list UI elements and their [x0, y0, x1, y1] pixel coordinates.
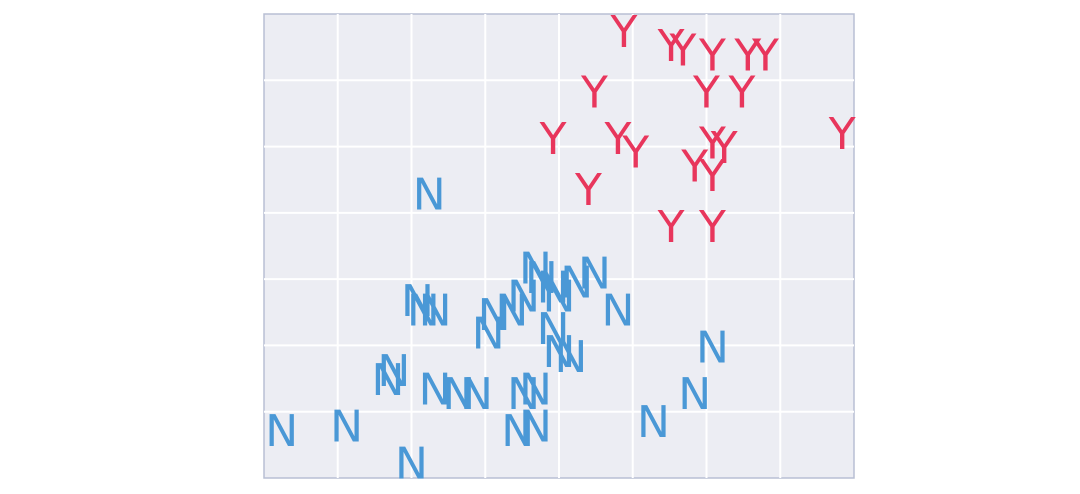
- point-n-marker: N: [637, 397, 670, 448]
- point-n-marker: N: [578, 248, 611, 299]
- point-n-marker: N: [519, 364, 552, 415]
- point-n-marker: N: [395, 439, 428, 490]
- point-n-marker: N: [602, 285, 635, 336]
- point-n-marker: N: [543, 327, 576, 378]
- point-y-marker: Y: [668, 26, 696, 77]
- point-y-marker: Y: [698, 151, 726, 202]
- point-y-marker: Y: [692, 67, 720, 118]
- point-n-marker: N: [507, 369, 540, 420]
- point-n-marker: N: [678, 369, 711, 420]
- point-y-marker: Y: [539, 114, 567, 165]
- point-n-marker: N: [525, 253, 558, 304]
- point-y-marker: Y: [621, 128, 649, 179]
- point-n-marker: N: [495, 285, 528, 336]
- point-y-marker: Y: [727, 67, 755, 118]
- point-y-marker: Y: [698, 118, 726, 169]
- point-y-marker: Y: [580, 67, 608, 118]
- point-y-marker: Y: [710, 123, 738, 174]
- point-n-marker: N: [419, 364, 452, 415]
- point-n-marker: N: [543, 272, 576, 323]
- point-n-marker: N: [696, 323, 729, 374]
- point-n-marker: N: [442, 369, 475, 420]
- point-y-marker: Y: [574, 165, 602, 216]
- point-y-marker: Y: [698, 202, 726, 253]
- point-n-marker: N: [265, 406, 298, 457]
- point-n-marker: N: [419, 285, 452, 336]
- point-y-marker: Y: [698, 30, 726, 81]
- point-n-marker: N: [554, 332, 587, 383]
- point-y-marker: Y: [609, 7, 637, 58]
- point-n-marker: N: [519, 244, 552, 295]
- grid-lines: [264, 14, 854, 478]
- point-n-marker: N: [472, 309, 505, 360]
- point-n-marker: N: [537, 304, 570, 355]
- point-n-marker: N: [560, 258, 593, 309]
- point-n-marker: N: [401, 276, 434, 327]
- point-n-marker: N: [377, 346, 410, 397]
- point-n-marker: N: [413, 169, 446, 220]
- point-n-marker: N: [330, 401, 363, 452]
- point-n-marker: N: [507, 272, 540, 323]
- point-n-marker: N: [501, 406, 534, 457]
- point-n-marker: N: [478, 290, 511, 341]
- point-y-marker: Y: [828, 109, 856, 160]
- point-n-marker: N: [371, 355, 404, 406]
- point-y-marker: Y: [680, 142, 708, 193]
- point-y-marker: Y: [751, 30, 779, 81]
- point-n-marker: N: [519, 401, 552, 452]
- point-n-marker: N: [407, 285, 440, 336]
- point-n-marker: N: [460, 369, 493, 420]
- point-y-marker: Y: [604, 114, 632, 165]
- point-n-marker: N: [537, 262, 570, 313]
- point-y-marker: Y: [733, 30, 761, 81]
- point-y-marker: Y: [657, 21, 685, 72]
- point-y-marker: Y: [657, 202, 685, 253]
